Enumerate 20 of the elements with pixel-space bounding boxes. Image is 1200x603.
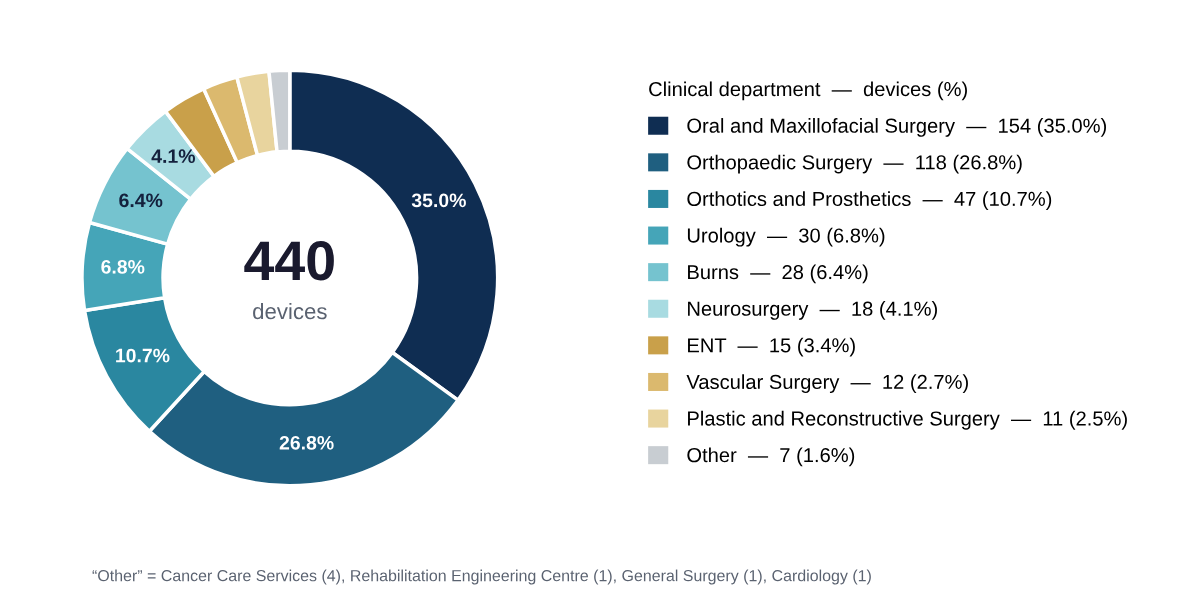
legend-label: Plastic and Reconstructive Surgery — 11 (2.5%) <box>688 410 1127 430</box>
text: 440 <box>244 241 334 281</box>
text: devices <box>253 302 327 320</box>
legend-label: Orthopaedic Surgery — 118 (26.8%) <box>687 154 1022 174</box>
legend-label: Neurosurgery — 18 (4.1%) <box>688 301 937 320</box>
text: “Other” = Cancer Care Services (4), Rehabilitation Engineering Centre (1), General Surgery (1), Cardiology (1) <box>92 569 871 585</box>
legend-label: Urology — 30 (6.8%) <box>687 227 885 247</box>
data-label: 26.8% <box>279 435 334 450</box>
legend-label: Oral and Maxillofacial Surgery — 154 (35.0%) <box>687 118 1106 137</box>
data-label: 35.0% <box>411 193 466 208</box>
legend-label: Orthotics and Prosthetics — 47 (10.7%) <box>687 191 1052 211</box>
data-label: 10.7% <box>116 348 170 363</box>
legend-label: Vascular Surgery — 12 (2.7%) <box>686 374 968 394</box>
legend-title: Clinical department — devices (%) <box>649 81 967 101</box>
legend-label: ENT — 15 (3.4%) <box>688 337 855 357</box>
data-label: 4.1% <box>151 149 196 164</box>
data-label: 6.8% <box>101 259 145 274</box>
legend-label: Other — 7 (1.6%) <box>687 447 855 467</box>
data-label: 6.4% <box>119 193 163 208</box>
legend-label: Burns — 28 (6.4%) <box>688 264 868 284</box>
